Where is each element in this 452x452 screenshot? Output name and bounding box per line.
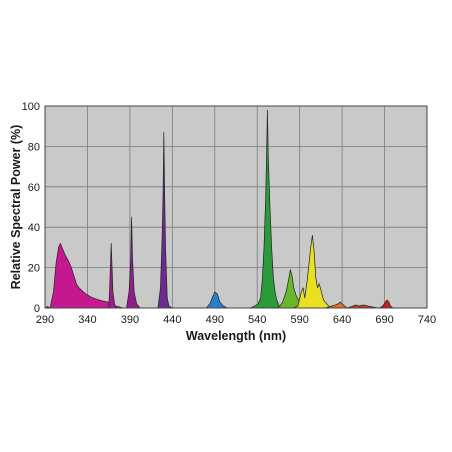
plot-background bbox=[45, 106, 427, 308]
x-tick-label: 490 bbox=[206, 314, 224, 326]
spectral-peak-area bbox=[126, 216, 141, 309]
y-axis-label: Relative Spectral Power (%) bbox=[9, 125, 23, 290]
y-tick-label: 20 bbox=[28, 263, 40, 275]
x-tick-label: 290 bbox=[36, 314, 54, 326]
x-tick-label: 440 bbox=[163, 314, 181, 326]
y-tick-label: 0 bbox=[34, 303, 40, 315]
spectral-peak-area bbox=[108, 243, 117, 309]
y-axis-ticks: 0 20 40 60 80 100 bbox=[22, 101, 40, 315]
x-tick-label: 540 bbox=[248, 314, 266, 326]
x-tick-label: 390 bbox=[121, 314, 139, 326]
spectral-peak-area bbox=[250, 109, 284, 309]
y-tick-label: 40 bbox=[28, 222, 40, 234]
spectral-peak-area bbox=[324, 301, 348, 309]
spectral-peaks bbox=[44, 109, 394, 309]
x-axis-label: Wavelength (nm) bbox=[186, 329, 286, 343]
grid-lines bbox=[45, 106, 427, 308]
spectral-peak-area bbox=[205, 291, 228, 309]
x-tick-label: 740 bbox=[418, 314, 436, 326]
spectral-peak-area bbox=[293, 234, 331, 309]
spectral-peak-area bbox=[157, 131, 173, 309]
y-tick-label: 100 bbox=[22, 101, 40, 113]
x-axis-ticks: 290 340 390 440 490 540 590 640 690 740 bbox=[36, 314, 436, 326]
y-tick-label: 80 bbox=[28, 141, 40, 153]
plot-frame bbox=[44, 105, 428, 309]
y-tick-label: 60 bbox=[28, 182, 40, 194]
x-tick-label: 340 bbox=[78, 314, 96, 326]
x-tick-label: 590 bbox=[290, 314, 308, 326]
x-tick-label: 640 bbox=[333, 314, 351, 326]
x-tick-label: 690 bbox=[375, 314, 393, 326]
